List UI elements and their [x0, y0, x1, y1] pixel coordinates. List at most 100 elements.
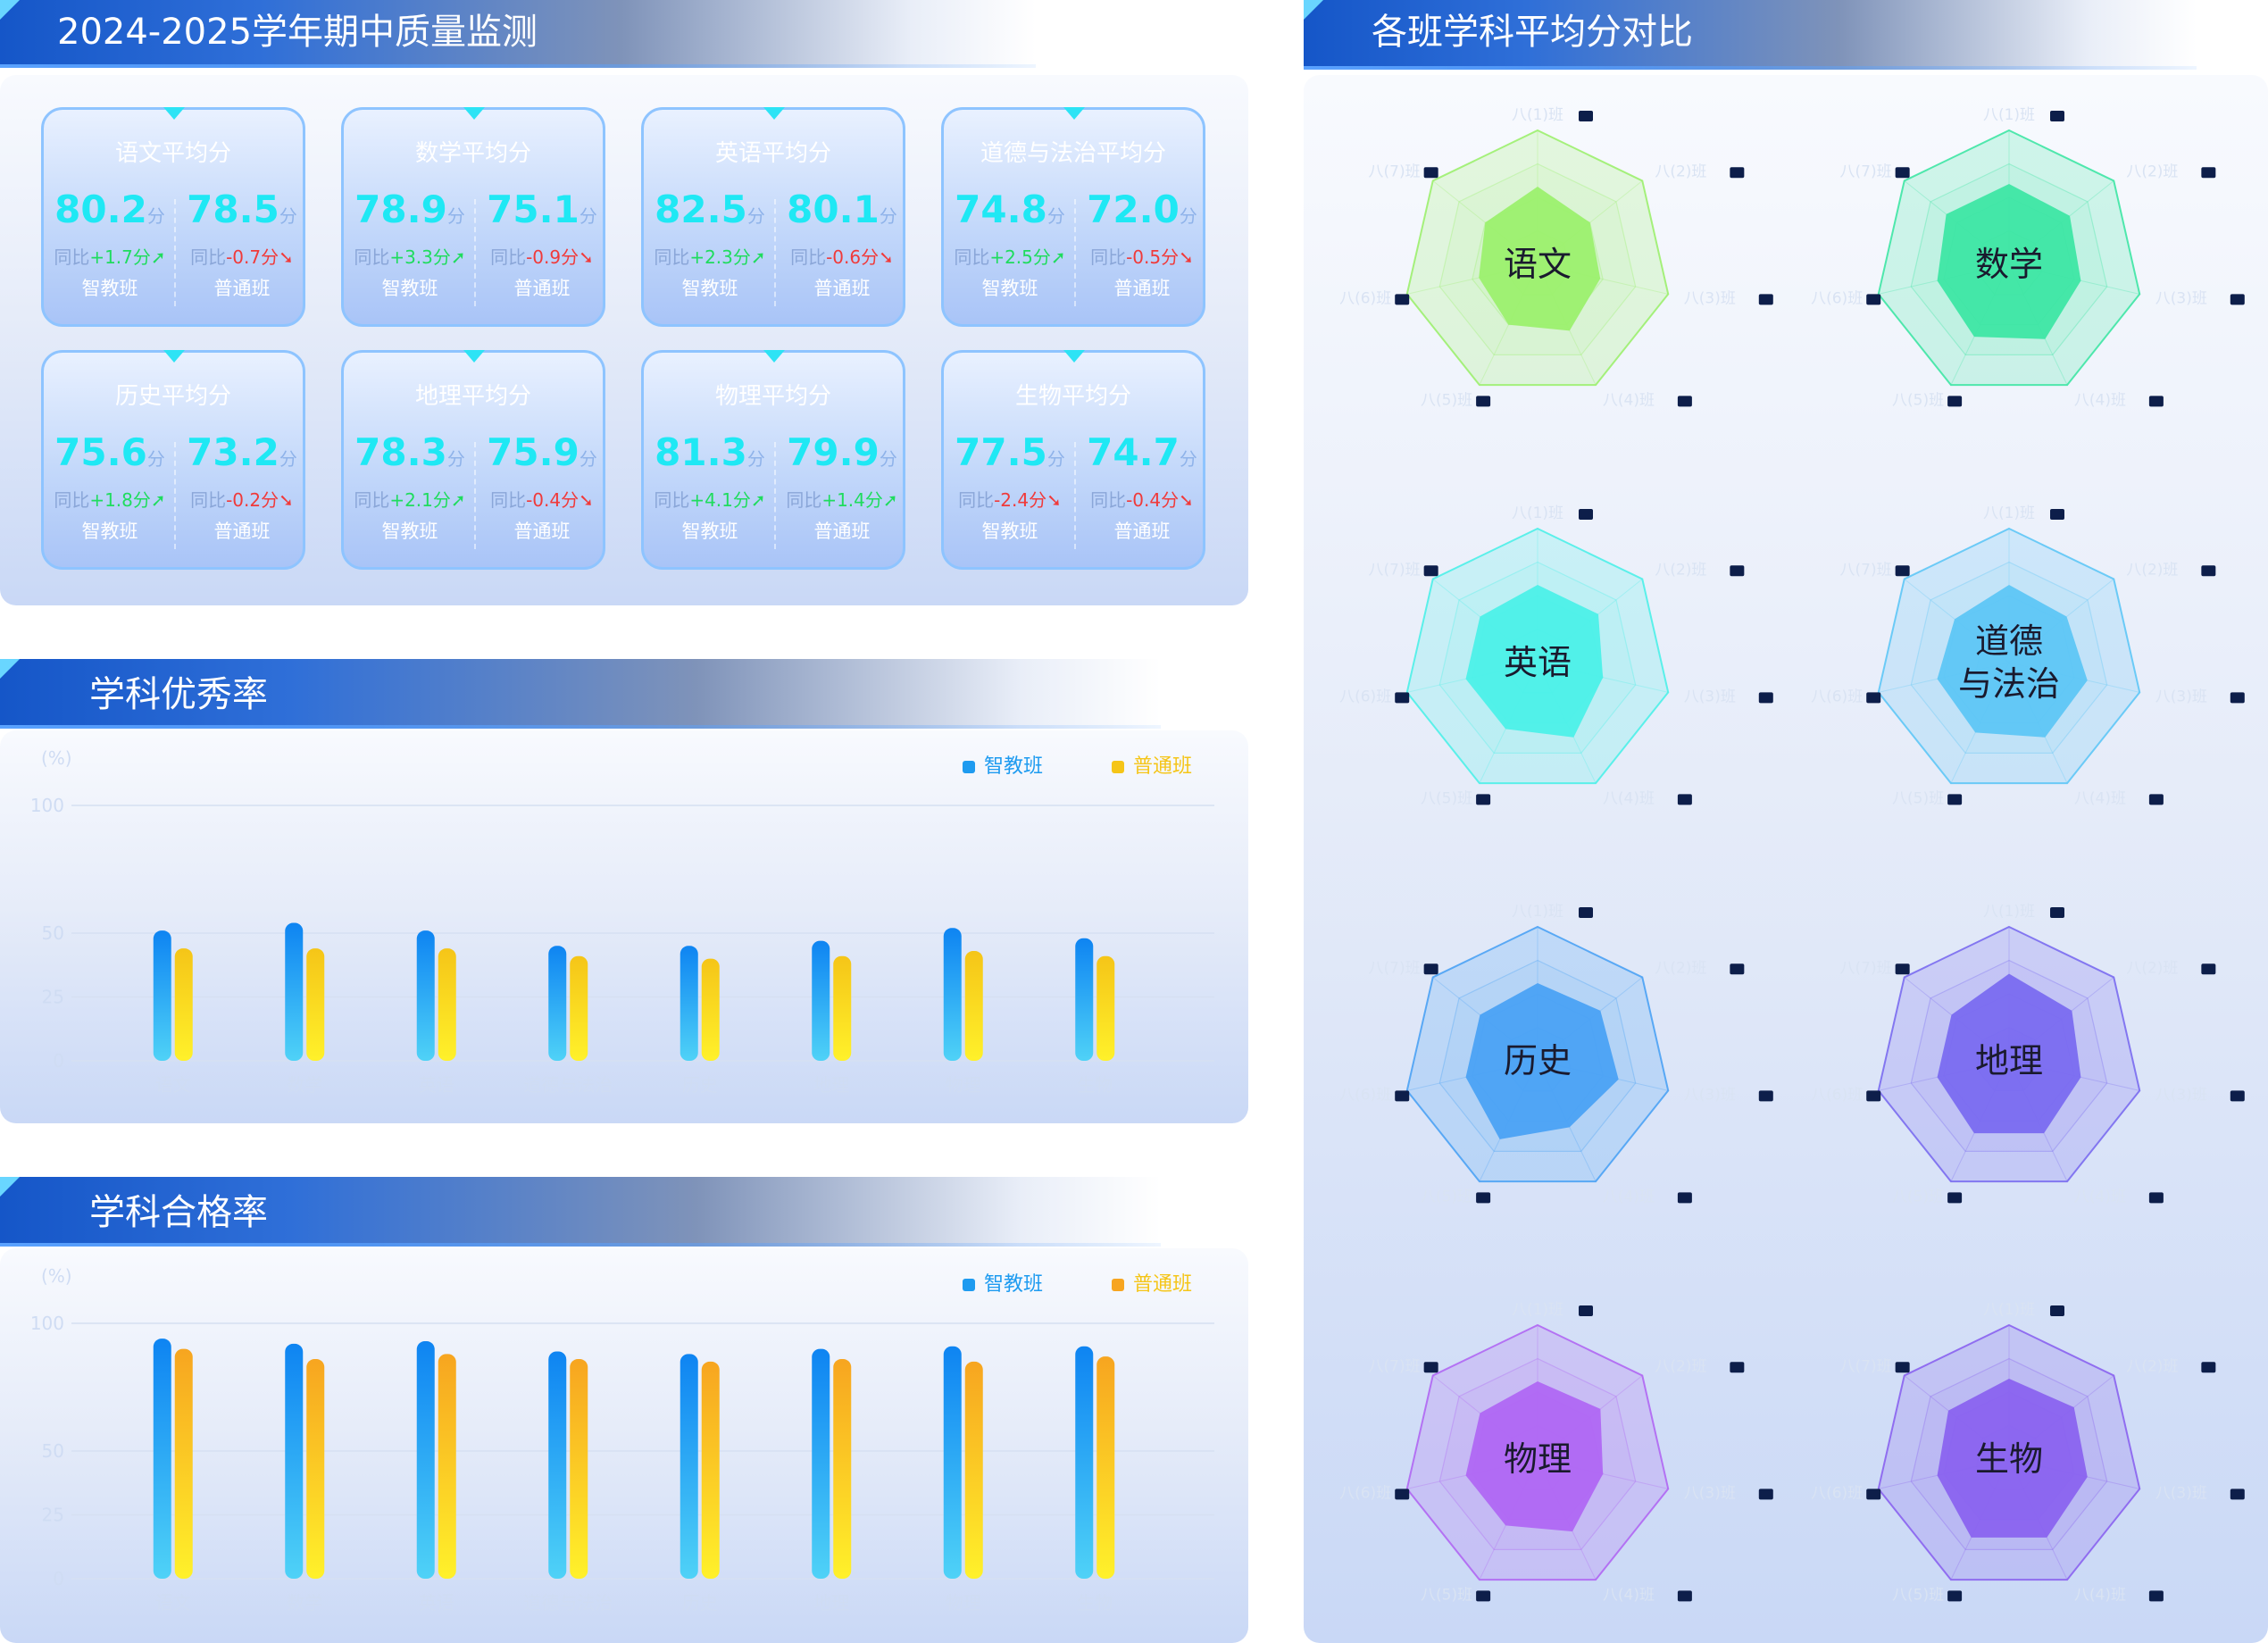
up-arrow-icon: ➚	[750, 246, 766, 268]
unit-label: 分	[746, 205, 765, 227]
bar-class-b	[438, 1354, 456, 1579]
axis-marker-icon	[1866, 1489, 1881, 1500]
radar-axis-label: 八(1)班	[1512, 106, 1563, 124]
axis-marker-icon	[1947, 1590, 1963, 1602]
radar-axis-label: 八(2)班	[2126, 163, 2178, 180]
axis-marker-icon	[1677, 396, 1692, 407]
card-divider	[774, 199, 778, 306]
x-tick-label: 语文	[155, 1592, 191, 1614]
score-card: 物理平均分 81.3分 同比+4.1分➚ 智教班 79.9分 同比+1.4分➚ 普通班	[641, 350, 905, 570]
class-b-label: 普通班	[213, 278, 271, 299]
class-b-label: 普通班	[1113, 521, 1171, 542]
card-divider	[774, 442, 778, 549]
axis-marker-icon	[1423, 1362, 1438, 1373]
radar-subject-label: 与法治	[1958, 664, 2060, 704]
unit-label: 分	[446, 448, 465, 470]
axis-marker-icon	[2201, 167, 2216, 179]
axis-marker-icon	[2050, 907, 2064, 918]
axis-marker-icon	[1476, 1590, 1491, 1602]
axis-marker-icon	[2230, 692, 2245, 704]
class-a-value: 78.9	[354, 188, 447, 231]
yoy-value: +4.1分	[689, 489, 751, 511]
unit-label: 分	[579, 205, 597, 227]
radar-axis-label: 八(5)班	[1421, 391, 1472, 409]
bar-class-a	[812, 1348, 830, 1579]
down-arrow-icon: ➘	[1179, 246, 1194, 268]
y-tick-label: 25	[42, 1505, 64, 1526]
card-marker-icon	[463, 350, 485, 363]
axis-marker-icon	[1895, 167, 1910, 179]
radar-axis-label: 八(7)班	[1369, 561, 1421, 579]
class-b-label: 普通班	[1113, 278, 1171, 299]
axis-marker-icon	[1476, 1192, 1491, 1204]
class-b-yoy: 同比+1.4分➚	[776, 486, 908, 512]
excellent-chart-panel: (%) 0 25 50 100 语文 数学 英语 道德与法治 历史 地理 物理 生物 智教班 普通班	[0, 730, 1248, 1123]
radar-data-area	[1937, 973, 2081, 1134]
radar-axis-label: 八(4)班	[2074, 789, 2126, 807]
bar-class-a	[812, 940, 830, 1061]
class-a-score: 74.8分	[944, 188, 1076, 238]
axis-marker-icon	[1947, 396, 1963, 407]
legend-label-b: 普通班	[1133, 755, 1193, 778]
x-tick-label: 地理	[813, 1074, 849, 1096]
card-marker-icon	[1063, 107, 1085, 120]
bar-class-a	[943, 928, 962, 1061]
yoy-value: +1.7分	[89, 246, 151, 268]
radar-data-area	[1937, 585, 2088, 738]
chart-legend: 智教班 普通班	[963, 1268, 1192, 1297]
bar-class-b	[570, 955, 588, 1061]
axis-marker-icon	[1730, 565, 1745, 577]
axis-marker-icon	[1758, 1489, 1773, 1500]
radar-axis-label: 八(3)班	[1684, 1484, 1736, 1502]
class-b-yoy: 同比-0.9分➘	[476, 243, 608, 269]
axis-marker-icon	[1579, 111, 1593, 121]
axis-marker-icon	[1866, 692, 1881, 704]
pass-header: 学科合格率	[0, 1177, 1161, 1247]
score-card: 道德与法治平均分 74.8分 同比+2.5分➚ 智教班 72.0分 同比-0.5分➘ 普通班	[941, 107, 1205, 327]
up-arrow-icon: ➚	[150, 246, 166, 268]
bar-class-b	[701, 1361, 720, 1579]
yoy-label: 同比	[54, 489, 90, 511]
corner-accent-icon	[0, 0, 20, 20]
axis-marker-icon	[1730, 963, 1745, 975]
radar-axis-label: 八(7)班	[1369, 959, 1421, 977]
class-a-value: 75.6	[54, 430, 147, 474]
radar-axis-label: 八(3)班	[1684, 688, 1736, 705]
radar-axis-label: 八(4)班	[2074, 1188, 2126, 1205]
unit-label: 分	[1046, 205, 1065, 227]
bar-class-a	[548, 1351, 567, 1579]
class-b-yoy: 同比-0.5分➘	[1076, 243, 1208, 269]
card-marker-icon	[163, 107, 185, 120]
radar-axis-label: 八(1)班	[1512, 1301, 1563, 1319]
axis-marker-icon	[2230, 1090, 2245, 1102]
radar-chart: 八(1)班八(2)班八(3)班八(4)班 八(5)班 八(6)班 八(7)班生物	[1811, 1301, 2245, 1604]
radar-axis-label: 八(6)班	[1339, 289, 1391, 307]
down-arrow-icon: ➘	[1046, 489, 1062, 511]
radar-axis-label: 八(5)班	[1421, 789, 1472, 807]
class-a-value: 82.5	[655, 188, 747, 231]
yoy-value: -0.2分	[226, 489, 279, 511]
unit-label: 分	[579, 448, 597, 470]
corner-accent-icon	[1304, 0, 1323, 20]
bar-class-b	[570, 1359, 588, 1579]
axis-marker-icon	[1730, 167, 1745, 179]
card-title: 地理平均分	[414, 383, 531, 410]
axis-marker-icon	[2201, 1362, 2216, 1373]
main-header: 2024-2025学年期中质量监测	[0, 0, 1036, 68]
bar-class-a	[416, 930, 435, 1061]
header-underline	[0, 64, 1036, 68]
y-unit-label: (%)	[41, 747, 72, 769]
radar-axis-label: 八(7)班	[1840, 561, 1892, 579]
x-tick-label: 生物	[1077, 1592, 1113, 1614]
card-divider	[1074, 442, 1078, 549]
x-tick-label: 道德与法治	[523, 1074, 613, 1096]
pass-chart-panel: (%) 0 25 50 100 语文 数学 英语 道德与法治 历史 地理 物理 生物 智教班 普通班	[0, 1248, 1248, 1643]
radar-data-area	[1937, 1379, 2088, 1538]
bar-class-b	[1096, 1356, 1115, 1579]
pass-title: 学科合格率	[89, 1192, 268, 1233]
yoy-value: +2.1分	[389, 489, 451, 511]
bar-class-b	[833, 955, 852, 1061]
radar-axis-label: 八(5)班	[1892, 1188, 1944, 1205]
class-a-yoy: 同比+1.8分➚	[44, 486, 176, 512]
